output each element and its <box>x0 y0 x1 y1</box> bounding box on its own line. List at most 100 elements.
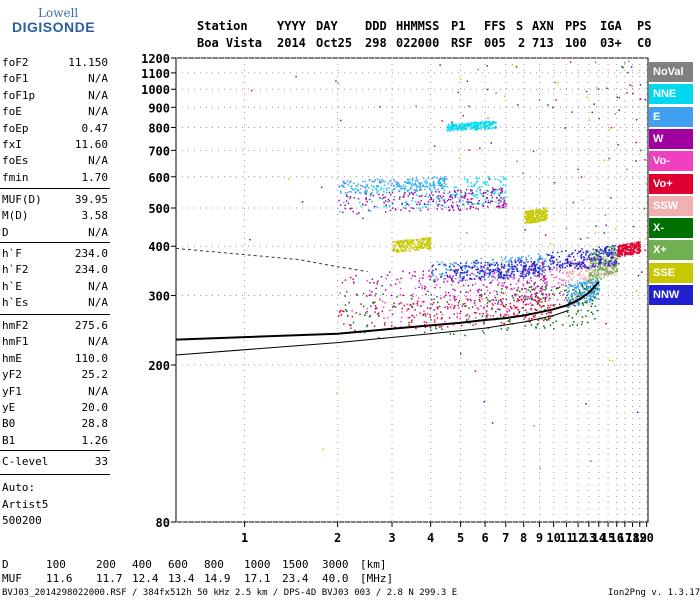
scatter-point <box>415 327 417 330</box>
scatter-point <box>382 180 385 182</box>
scatter-point <box>521 271 523 273</box>
scatter-point <box>339 309 342 312</box>
scatter-point <box>409 186 412 189</box>
scatter-point <box>504 191 507 193</box>
scatter-point <box>605 258 608 260</box>
scatter-point <box>567 300 569 302</box>
scatter-point <box>454 296 457 298</box>
scatter-point <box>497 205 499 207</box>
scatter-point <box>545 295 548 297</box>
scatter-point <box>543 261 545 263</box>
scatter-point <box>502 284 505 287</box>
scatter-point <box>479 294 481 296</box>
scatter-point <box>461 129 463 131</box>
scatter-point <box>589 293 592 295</box>
scatter-point <box>506 277 509 279</box>
scatter-point <box>580 294 583 297</box>
scatter-point <box>463 128 466 130</box>
scatter-point <box>447 125 449 128</box>
param-row-fof1p: foF1p N/A <box>2 88 108 104</box>
scatter-point <box>343 201 345 204</box>
scatter-point <box>505 260 508 263</box>
scatter-point <box>485 268 488 270</box>
scatter-point <box>472 193 475 195</box>
scatter-point <box>511 276 513 279</box>
scatter-point <box>410 277 412 280</box>
scatter-point <box>491 299 493 301</box>
scatter-point <box>492 187 494 189</box>
scatter-point <box>381 300 384 303</box>
scatter-point <box>376 186 378 188</box>
scatter-point <box>580 298 583 300</box>
scatter-point <box>542 267 545 269</box>
scatter-point <box>389 193 392 196</box>
scatter-point <box>343 186 345 188</box>
scatter-point <box>487 128 489 130</box>
scatter-point <box>414 180 417 182</box>
scatter-point <box>539 304 541 307</box>
scatter-point <box>404 204 407 207</box>
scatter-point <box>499 193 501 195</box>
scatter-point <box>462 265 464 267</box>
scatter-point <box>542 264 544 266</box>
scatter-point <box>543 263 546 265</box>
scatter-point <box>623 243 625 246</box>
scatter-point <box>388 206 391 208</box>
scatter-point <box>485 125 487 128</box>
scatter-point <box>451 127 453 130</box>
scatter-point <box>512 268 514 271</box>
y-tick-label: 300 <box>148 290 170 304</box>
scatter-point <box>571 270 574 273</box>
scatter-point <box>471 267 473 269</box>
scatter-point <box>577 293 580 295</box>
scatter-point <box>366 185 368 188</box>
scatter-point <box>435 190 437 193</box>
scatter-point <box>427 177 430 179</box>
scatter-point <box>400 320 402 323</box>
scatter-point <box>418 182 420 184</box>
scatter-point <box>490 125 492 127</box>
param-separator <box>0 474 110 475</box>
scatter-point <box>444 291 447 293</box>
scatter-point <box>502 203 505 206</box>
scatter-point <box>541 262 543 264</box>
scatter-point <box>488 124 490 126</box>
scatter-point <box>532 273 535 275</box>
scatter-point <box>485 201 487 203</box>
scatter-point <box>635 246 638 249</box>
scatter-point <box>536 275 538 278</box>
scatter-point <box>497 301 500 303</box>
scatter-point <box>384 181 387 183</box>
scatter-point <box>496 279 499 281</box>
scatter-point <box>525 311 528 314</box>
scatter-point <box>533 274 536 277</box>
scatter-point <box>479 313 481 315</box>
scatter-point <box>530 317 533 320</box>
scatter-point <box>484 183 487 186</box>
scatter-point <box>460 324 463 327</box>
scatter-point <box>415 188 418 190</box>
scatter-point <box>341 310 344 313</box>
scatter-point <box>426 307 429 309</box>
param-name: h`F <box>2 247 22 260</box>
scatter-point <box>469 201 471 203</box>
scatter-point <box>509 287 512 290</box>
scatter-point <box>370 193 372 196</box>
scatter-point <box>440 178 442 180</box>
scatter-point <box>632 248 635 251</box>
scatter-point <box>437 278 439 280</box>
scatter-point <box>366 295 368 298</box>
scatter-point <box>526 282 529 284</box>
scatter-point <box>603 272 606 274</box>
scatter-point <box>459 312 461 315</box>
scatter-point <box>467 185 469 188</box>
scatter-point <box>360 205 362 208</box>
scatter-point <box>483 182 486 184</box>
scatter-point <box>390 179 392 182</box>
scatter-point <box>587 258 590 260</box>
scatter-point <box>482 122 485 125</box>
scatter-point <box>588 295 590 298</box>
scatter-point <box>630 243 633 245</box>
scatter-point <box>627 253 629 256</box>
scatter-point <box>399 281 401 283</box>
